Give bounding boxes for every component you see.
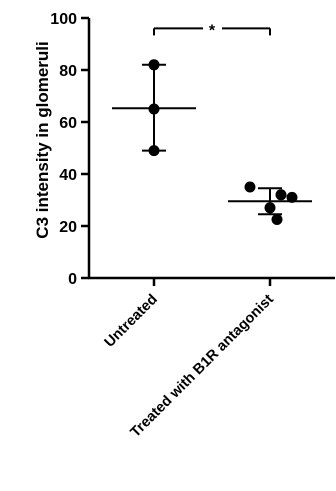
- y-tick-label: 0: [68, 271, 77, 288]
- x-tick-label: Untreated: [102, 292, 161, 351]
- y-tick-label: 40: [59, 167, 77, 184]
- axes: [87, 18, 335, 280]
- data-point: [148, 103, 160, 115]
- y-tick-label: 20: [59, 219, 77, 236]
- data-point: [286, 191, 298, 203]
- y-axis-label: C3 intensity in glomeruli: [33, 41, 52, 238]
- y-tick-label: 60: [59, 115, 77, 132]
- y-tick-label: 100: [50, 11, 77, 28]
- data-point: [148, 145, 160, 157]
- significance-star: *: [209, 22, 216, 39]
- data-point: [148, 59, 160, 71]
- data-point: [275, 189, 287, 201]
- y-ticks: 0 20 40 60 80 100: [50, 11, 89, 288]
- data-point: [244, 181, 256, 193]
- data-marks: [112, 59, 312, 225]
- significance-annotation: *: [153, 22, 271, 39]
- data-point: [264, 202, 276, 214]
- x-tick-label: Treated with B1R antagonist: [128, 291, 277, 440]
- y-tick-label: 80: [59, 63, 77, 80]
- data-point: [271, 214, 283, 225]
